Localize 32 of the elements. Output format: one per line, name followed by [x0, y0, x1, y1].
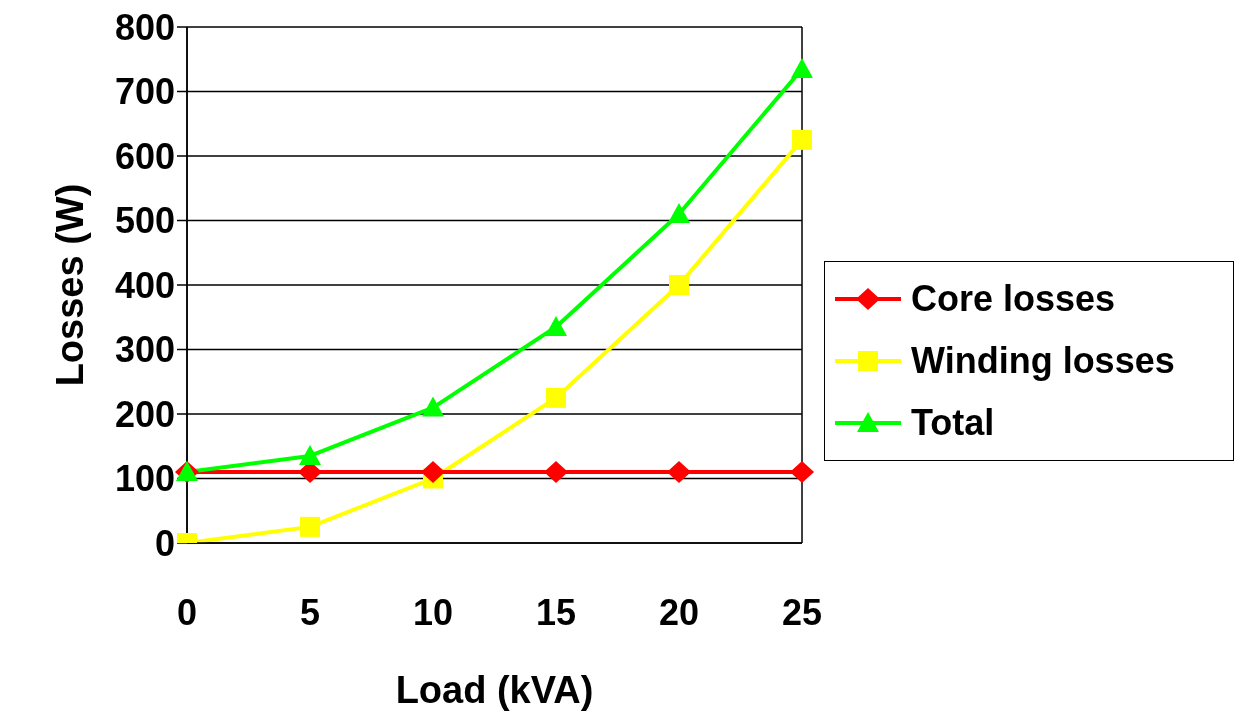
x-tick-label: 20 [658, 591, 700, 633]
legend-label: Winding losses [911, 339, 1175, 382]
x-tick-label: 25 [781, 591, 823, 633]
point [669, 275, 689, 295]
point [546, 387, 566, 408]
x-tick-label: 10 [412, 591, 454, 633]
point [299, 444, 321, 465]
point [668, 203, 690, 224]
y-tick-label: 500 [114, 200, 175, 242]
point [667, 461, 691, 484]
point [792, 129, 812, 150]
y-tick-label: 100 [114, 458, 175, 500]
y-tick-label: 400 [114, 264, 175, 306]
point [544, 461, 568, 484]
y-tick-label: 0 [154, 522, 175, 564]
y-tick-label: 800 [114, 6, 175, 48]
y-tick-label: 700 [114, 71, 175, 113]
legend-label: Core losses [911, 277, 1116, 320]
y-tick-label: 200 [114, 393, 175, 435]
point [300, 516, 320, 537]
y-tick-label: 300 [114, 329, 175, 371]
legend-label: Total [911, 401, 995, 444]
x-axis-title: Load (kVA) [395, 669, 594, 711]
point [791, 57, 813, 78]
y-axis-title: Losses (W) [49, 183, 92, 387]
point [545, 315, 567, 336]
x-tick-label: 5 [299, 591, 321, 633]
point [790, 461, 814, 484]
point [422, 396, 444, 417]
point [421, 461, 445, 484]
y-tick-label: 600 [114, 135, 175, 177]
x-tick-label: 15 [535, 591, 577, 633]
